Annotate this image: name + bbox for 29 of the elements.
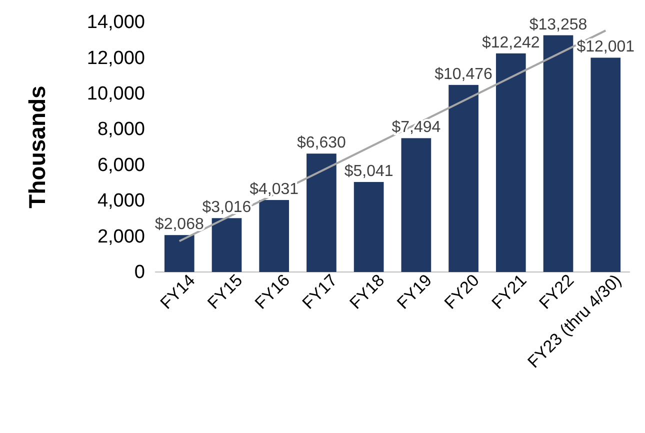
bar [354,182,384,272]
y-tick-label: 8,000 [97,119,145,140]
y-tick-label: 14,000 [86,12,145,34]
data-label: $12,242 [482,34,540,52]
data-label: $6,630 [296,134,346,152]
data-label: $12,001 [576,38,635,56]
y-tick-label: 10,000 [86,84,145,105]
data-label: $2,068 [154,216,204,234]
bar [164,235,194,272]
data-label: $13,258 [529,16,588,34]
bar [259,200,290,272]
y-axis-title: Thousands [24,86,50,208]
y-tick-label: 0 [134,262,145,284]
y-tick-label: 6,000 [97,154,145,176]
bar [496,53,526,272]
y-tick-label: 12,000 [86,48,145,69]
data-label: $7,494 [392,119,441,136]
data-label: $5,041 [344,162,394,180]
bar [212,218,242,272]
bar [401,138,432,272]
bar [448,84,478,272]
y-tick-label: 2,000 [97,226,145,248]
bar [306,154,336,272]
bar [543,35,574,272]
data-label: $4,031 [250,181,299,198]
bar [590,58,621,272]
data-label: $3,016 [202,199,252,216]
y-tick-label: 4,000 [97,190,145,212]
data-label: $10,476 [434,66,493,83]
